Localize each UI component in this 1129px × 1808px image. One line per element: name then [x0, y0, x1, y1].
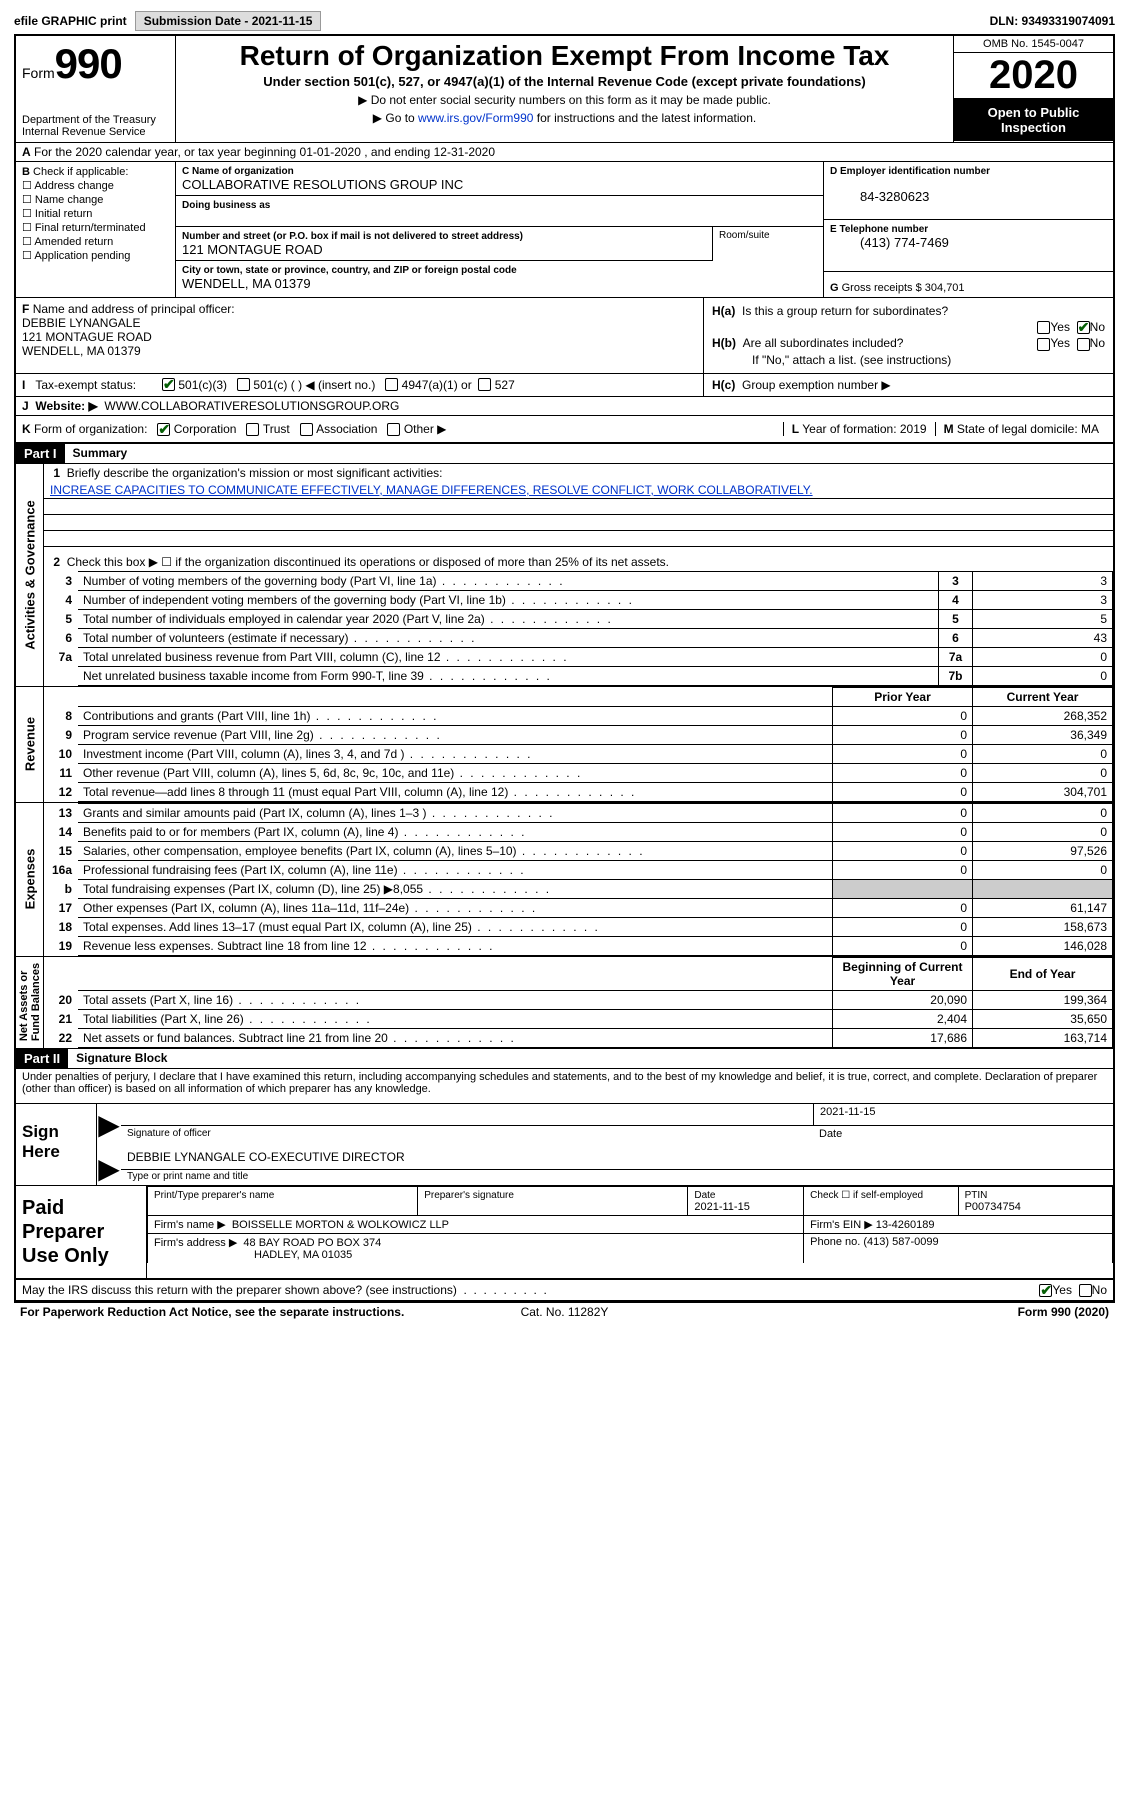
tab-activities-governance: Activities & Governance	[16, 464, 44, 686]
governance-table: 3Number of voting members of the governi…	[44, 571, 1113, 686]
signature-arrow-icon: ▶	[97, 1148, 121, 1185]
irs-link[interactable]: www.irs.gov/Form990	[418, 111, 533, 125]
part1-header: Part I Summary	[16, 444, 1113, 464]
submission-date-button[interactable]: Submission Date - 2021-11-15	[135, 11, 322, 31]
net-assets-table: Beginning of Current YearEnd of Year20To…	[44, 957, 1113, 1048]
sign-here-label: Sign Here	[16, 1104, 96, 1185]
gross-receipts: 304,701	[925, 282, 965, 294]
footer: For Paperwork Reduction Act Notice, see …	[14, 1302, 1115, 1321]
firm-ein: 13-4260189	[876, 1219, 935, 1231]
tab-revenue: Revenue	[16, 687, 44, 802]
cat-no: Cat. No. 11282Y	[521, 1305, 609, 1319]
irs-label: Internal Revenue Service	[22, 126, 169, 138]
form-title: Return of Organization Exempt From Incom…	[186, 40, 943, 72]
cb-trust[interactable]	[246, 423, 259, 436]
part2-header: Part II Signature Block	[16, 1049, 1113, 1069]
cb-association[interactable]	[300, 423, 313, 436]
paid-preparer-label: PaidPreparerUse Only	[16, 1186, 146, 1278]
dept-treasury: Department of the Treasury	[22, 114, 169, 126]
cb-initial-return[interactable]: ☐ Initial return	[22, 207, 169, 220]
officer-name-title: DEBBIE LYNANGALE CO-EXECUTIVE DIRECTOR	[121, 1148, 1113, 1169]
cb-501c[interactable]	[237, 378, 250, 391]
row-i: I Tax-exempt status: 501(c)(3) 501(c) ( …	[16, 374, 703, 396]
form-word: Form	[22, 65, 55, 81]
dln-label: DLN: 93493319074091	[990, 14, 1115, 28]
form-990-num: 990	[55, 40, 122, 87]
q2-label: Check this box ▶ ☐ if the organization d…	[67, 555, 669, 569]
perjury-text: Under penalties of perjury, I declare th…	[16, 1069, 1113, 1103]
row-j: J Website: ▶ WWW.COLLABORATIVERESOLUTION…	[16, 397, 1113, 416]
phone: (413) 774-7469	[830, 235, 949, 250]
sign-date: 2021-11-15	[813, 1104, 1113, 1125]
top-toolbar: efile GRAPHIC print Submission Date - 20…	[14, 8, 1115, 34]
section-hc: H(c) Group exemption number ▶	[703, 374, 1113, 396]
row-k: K Form of organization: Corporation Trus…	[16, 416, 1113, 444]
section-h: H(a) Is this a group return for subordin…	[703, 298, 1113, 373]
tab-expenses: Expenses	[16, 803, 44, 956]
section-c: C Name of organizationCOLLABORATIVE RESO…	[176, 162, 823, 297]
cb-other[interactable]	[387, 423, 400, 436]
section-d: D Employer identification number84-32806…	[823, 162, 1113, 297]
cb-final-return[interactable]: ☐ Final return/terminated	[22, 221, 169, 234]
firm-phone: (413) 587-0099	[863, 1236, 938, 1248]
street: 121 MONTAGUE ROAD	[182, 242, 323, 257]
open-inspection: Open to Public Inspection	[954, 99, 1113, 141]
form-number: Form990	[22, 40, 169, 88]
cb-address-change[interactable]: ☐ Address change	[22, 179, 169, 192]
row-a-period: A For the 2020 calendar year, or tax yea…	[16, 143, 1113, 162]
discuss-row: May the IRS discuss this return with the…	[16, 1280, 1113, 1300]
signature-arrow-icon: ▶	[97, 1104, 121, 1148]
ptin: P00734754	[965, 1201, 1021, 1213]
preparer-block: PaidPreparerUse Only Print/Type preparer…	[16, 1186, 1113, 1280]
cb-amended[interactable]: ☐ Amended return	[22, 235, 169, 248]
cb-corporation[interactable]	[157, 423, 170, 436]
form-subtitle: Under section 501(c), 527, or 4947(a)(1)…	[186, 74, 943, 89]
section-b: B Check if applicable: ☐ Address change …	[16, 162, 176, 297]
cb-discuss-yes[interactable]	[1039, 1284, 1052, 1297]
cb-4947[interactable]	[385, 378, 398, 391]
ein: 84-3280623	[830, 189, 929, 204]
cb-501c3[interactable]	[162, 378, 175, 391]
section-f: F Name and address of principal officer:…	[16, 298, 703, 373]
city: WENDELL, MA 01379	[182, 276, 311, 291]
form-container: Form990 Department of the Treasury Inter…	[14, 34, 1115, 1302]
cb-discuss-no[interactable]	[1079, 1284, 1092, 1297]
cb-name-change[interactable]: ☐ Name change	[22, 193, 169, 206]
omb-number: OMB No. 1545-0047	[954, 36, 1113, 53]
q1-label: Briefly describe the organization's miss…	[67, 466, 443, 480]
firm-name: BOISSELLE MORTON & WOLKOWICZ LLP	[232, 1219, 449, 1231]
cb-app-pending[interactable]: ☐ Application pending	[22, 249, 169, 262]
cb-527[interactable]	[478, 378, 491, 391]
ssn-note: ▶ Do not enter social security numbers o…	[186, 93, 943, 107]
officer-name: DEBBIE LYNANGALE	[22, 316, 141, 330]
mission-text: INCREASE CAPACITIES TO COMMUNICATE EFFEC…	[44, 482, 1113, 499]
website: WWW.COLLABORATIVERESOLUTIONSGROUP.ORG	[104, 399, 399, 413]
tax-year: 2020	[954, 53, 1113, 99]
revenue-table: Prior YearCurrent Year8Contributions and…	[44, 687, 1113, 802]
sign-block: Sign Here ▶ 2021-11-15 Signature of offi…	[16, 1103, 1113, 1186]
tab-net-assets: Net Assets orFund Balances	[16, 957, 44, 1048]
goto-note: ▶ Go to www.irs.gov/Form990 for instruct…	[186, 111, 943, 125]
expenses-table: 13Grants and similar amounts paid (Part …	[44, 803, 1113, 956]
org-name: COLLABORATIVE RESOLUTIONS GROUP INC	[182, 177, 463, 192]
efile-label: efile GRAPHIC print	[14, 14, 127, 28]
